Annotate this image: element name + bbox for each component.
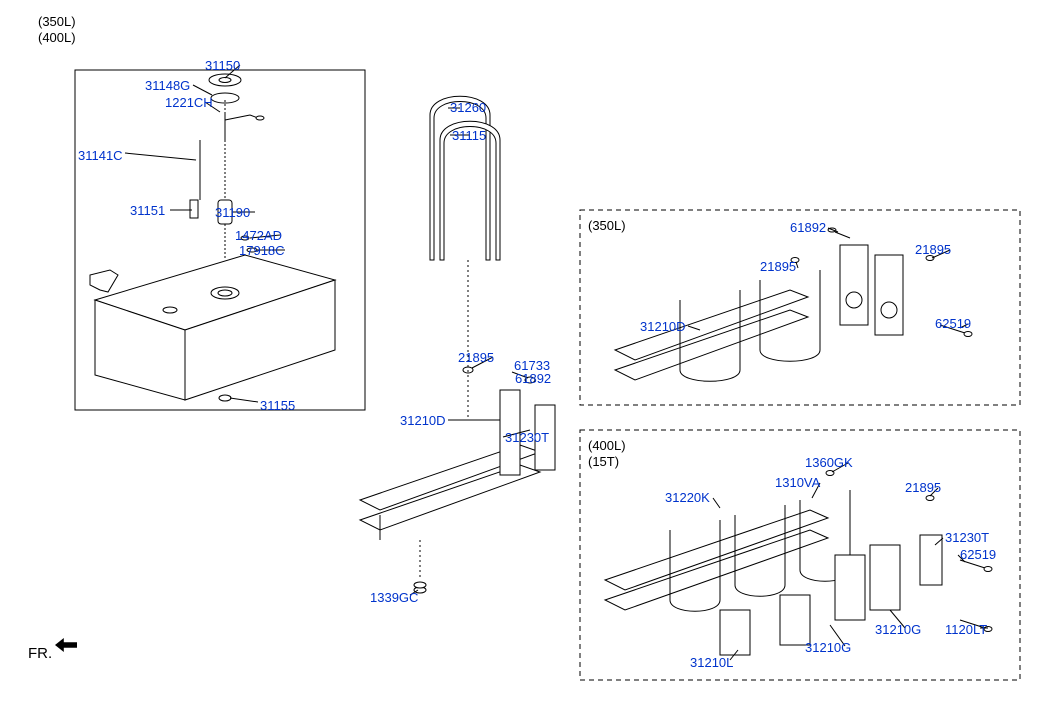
ref-31220k: 31220K [665, 490, 710, 505]
ref-31210d-b: 31210D [640, 319, 686, 334]
ref-31155: 31155 [260, 398, 295, 413]
ref-1339gc: 1339GC [370, 590, 418, 605]
group-400-title2: (15T) [588, 454, 619, 469]
ref-1221ch: 1221CH [165, 95, 213, 110]
group-350-title: (350L) [588, 218, 626, 233]
ref-31210l: 31210L [690, 655, 733, 670]
ref-21895-a: 21895 [458, 350, 494, 365]
ref-1360gk: 1360GK [805, 455, 853, 470]
ref-31148g: 31148G [145, 78, 190, 93]
header-400l: (400L) [38, 30, 76, 45]
ref-31190: 31190 [215, 205, 250, 220]
header-350l: (350L) [38, 14, 76, 29]
ref-62519-a: 62519 [935, 316, 971, 331]
ref-31210g-b: 31210G [805, 640, 851, 655]
ref-31210d-a: 31210D [400, 413, 446, 428]
bracket-400 [605, 471, 992, 656]
ref-31115: 31115 [452, 128, 486, 143]
group-400-title1: (400L) [588, 438, 626, 453]
ref-1472ad: 1472AD [235, 228, 282, 243]
ref-31151: 31151 [130, 203, 165, 218]
ref-31141c: 31141C [78, 148, 123, 163]
ref-62519-b: 62519 [960, 547, 996, 562]
ref-21895-b: 21895 [760, 259, 796, 274]
ref-31230t-a: 31230T [505, 430, 549, 445]
ref-61892-a: 61892 [515, 371, 551, 386]
ref-1310va: 1310VA [775, 475, 820, 490]
ref-21895-d: 21895 [905, 480, 941, 495]
ref-17918c: 17918C [239, 243, 285, 258]
ref-61892-b: 61892 [790, 220, 826, 235]
fr-label: FR. [28, 645, 52, 662]
ref-31230t-b: 31230T [945, 530, 989, 545]
fuel-tank [90, 255, 335, 401]
ref-21895-c: 21895 [915, 242, 951, 257]
ref-1120lt: 1120LT [945, 622, 987, 637]
ref-31150: 31150 [205, 58, 240, 73]
ref-31210g-a: 31210G [875, 622, 921, 637]
ref-31260: 31260 [450, 100, 486, 115]
